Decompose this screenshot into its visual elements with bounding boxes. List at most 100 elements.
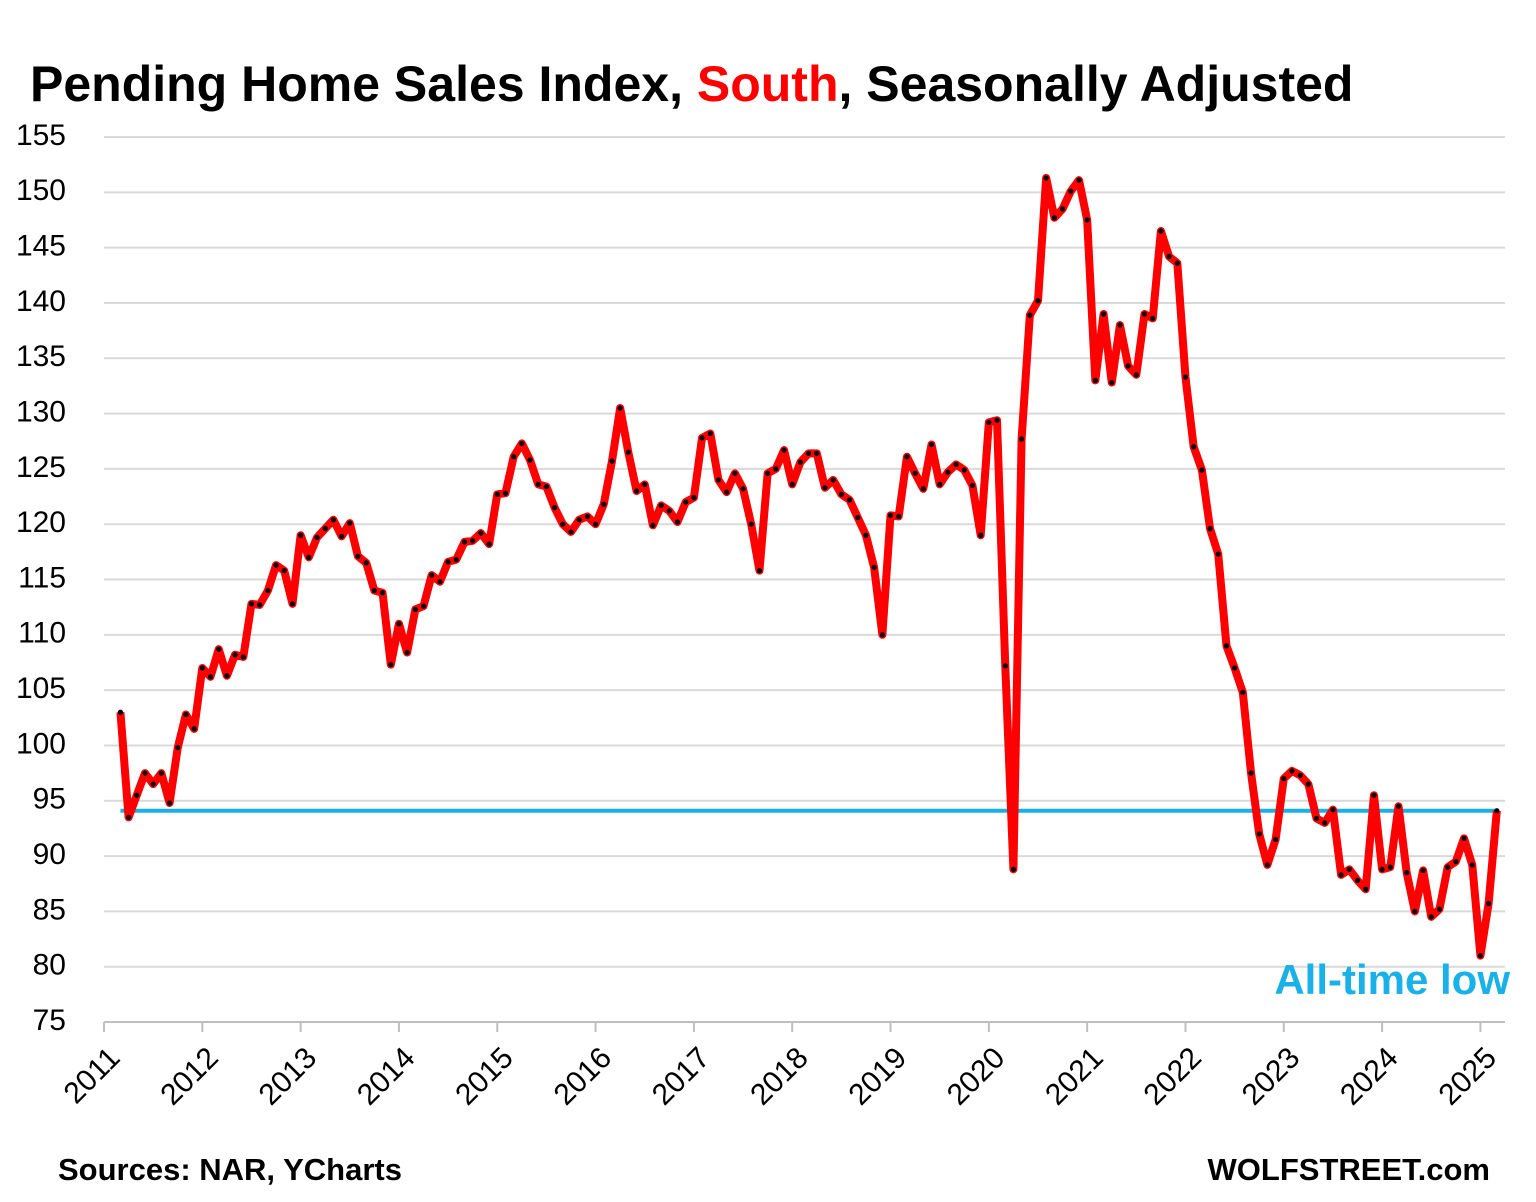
data-point bbox=[1035, 298, 1041, 304]
data-point bbox=[1453, 858, 1459, 865]
data-point bbox=[699, 435, 705, 441]
y-tick-label: 150 bbox=[16, 174, 66, 207]
data-point bbox=[1199, 467, 1205, 473]
y-tick-label: 155 bbox=[16, 119, 66, 152]
data-point bbox=[1305, 781, 1311, 787]
x-tick-label: 2012 bbox=[154, 1041, 225, 1112]
data-point bbox=[232, 652, 238, 658]
x-tick-label: 2018 bbox=[744, 1041, 815, 1112]
data-point bbox=[568, 529, 574, 535]
data-point bbox=[502, 490, 509, 496]
data-point bbox=[388, 662, 394, 668]
data-point bbox=[879, 632, 885, 638]
data-point bbox=[355, 553, 361, 559]
data-point bbox=[1027, 312, 1033, 318]
data-point bbox=[330, 517, 336, 523]
data-point bbox=[994, 417, 1000, 423]
data-point bbox=[1428, 914, 1434, 920]
data-point bbox=[953, 461, 959, 468]
data-point bbox=[125, 814, 132, 820]
data-point bbox=[937, 481, 943, 487]
data-point bbox=[396, 621, 402, 627]
x-tick-label: 2025 bbox=[1432, 1041, 1503, 1112]
data-point bbox=[1445, 864, 1451, 870]
x-tick-label: 2019 bbox=[843, 1041, 914, 1112]
chart-title: Pending Home Sales Index, South, Seasona… bbox=[30, 56, 1353, 112]
data-point bbox=[601, 501, 607, 507]
data-point bbox=[822, 485, 828, 491]
data-point bbox=[412, 606, 418, 612]
data-point bbox=[609, 458, 615, 464]
data-point bbox=[543, 483, 550, 490]
data-point bbox=[347, 520, 353, 526]
y-tick-label: 125 bbox=[16, 451, 66, 484]
data-point bbox=[142, 770, 148, 776]
data-point bbox=[1313, 815, 1320, 822]
data-point bbox=[527, 457, 533, 463]
data-point bbox=[1117, 322, 1123, 328]
y-tick-label: 120 bbox=[16, 506, 66, 539]
data-point bbox=[322, 526, 328, 532]
data-point bbox=[1256, 831, 1262, 837]
data-point bbox=[1223, 643, 1230, 649]
data-point bbox=[920, 486, 926, 492]
data-point bbox=[461, 539, 468, 545]
data-point bbox=[658, 502, 664, 508]
data-point bbox=[1092, 377, 1098, 383]
data-point bbox=[1494, 808, 1500, 814]
data-point bbox=[175, 745, 181, 751]
data-point bbox=[1436, 906, 1443, 912]
data-point bbox=[1469, 862, 1475, 868]
data-point bbox=[1174, 260, 1180, 266]
data-point bbox=[551, 504, 558, 511]
x-tick-label: 2022 bbox=[1137, 1041, 1208, 1112]
data-point bbox=[838, 491, 844, 497]
data-point bbox=[904, 454, 910, 460]
data-point bbox=[748, 521, 754, 527]
data-point bbox=[1207, 526, 1213, 532]
x-tick-label: 2016 bbox=[548, 1041, 619, 1112]
data-point bbox=[1420, 867, 1426, 874]
reference-label: All-time low bbox=[1274, 956, 1510, 1003]
data-point bbox=[134, 792, 140, 798]
data-point bbox=[1051, 215, 1058, 221]
y-tick-label: 130 bbox=[16, 395, 66, 428]
data-point bbox=[1125, 363, 1131, 369]
x-tick-label: 2011 bbox=[58, 1041, 127, 1110]
data-point bbox=[158, 770, 164, 776]
y-tick-label: 85 bbox=[33, 893, 66, 926]
data-point bbox=[986, 419, 992, 426]
y-tick-label: 80 bbox=[33, 949, 66, 982]
data-point bbox=[707, 430, 713, 437]
data-point bbox=[199, 665, 205, 671]
data-point bbox=[830, 477, 836, 483]
data-point bbox=[371, 587, 377, 594]
data-point bbox=[453, 556, 459, 563]
data-point bbox=[1248, 770, 1254, 776]
credit: WOLFSTREET.com bbox=[1208, 1152, 1490, 1187]
data-point bbox=[494, 491, 500, 497]
data-point bbox=[511, 454, 517, 460]
data-point bbox=[765, 470, 771, 476]
data-point bbox=[1485, 901, 1492, 907]
data-point bbox=[1338, 872, 1344, 878]
data-point bbox=[592, 521, 599, 527]
data-point bbox=[248, 601, 255, 607]
data-point bbox=[1264, 862, 1270, 868]
data-point bbox=[756, 568, 763, 574]
data-point bbox=[1018, 436, 1025, 442]
data-point bbox=[912, 470, 918, 476]
data-point bbox=[1346, 866, 1352, 872]
data-point bbox=[265, 587, 271, 594]
data-point bbox=[855, 514, 861, 521]
data-point bbox=[789, 481, 795, 487]
data-point bbox=[1240, 689, 1246, 695]
data-point bbox=[814, 450, 820, 456]
data-point bbox=[257, 602, 263, 608]
data-point bbox=[732, 470, 738, 476]
data-point bbox=[978, 532, 984, 538]
data-point bbox=[674, 519, 681, 525]
data-point bbox=[1322, 820, 1328, 826]
